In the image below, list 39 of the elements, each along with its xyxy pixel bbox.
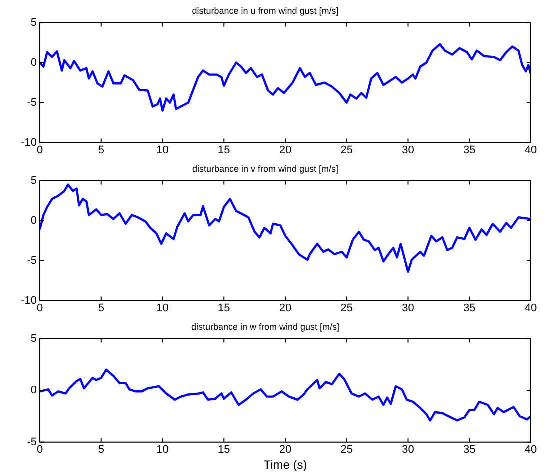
x-tick-label: 35 xyxy=(464,144,476,156)
x-tick-label: 35 xyxy=(464,302,476,314)
x-tick-label: 35 xyxy=(464,444,476,456)
x-tick-label: 5 xyxy=(98,302,104,314)
chart-title: disturbance in w from wind gust [m/s] xyxy=(191,322,340,332)
x-tick-label: 10 xyxy=(156,144,169,156)
y-tick-label: 5 xyxy=(30,332,37,345)
y-tick-label: -5 xyxy=(27,96,37,109)
x-tick-label: 30 xyxy=(402,444,414,456)
y-tick-label: -10 xyxy=(21,294,37,307)
y-tick-label: -5 xyxy=(27,436,37,448)
chart-title: disturbance in u from wind gust [m/s] xyxy=(192,6,339,16)
x-tick-label: 5 xyxy=(98,144,104,156)
x-tick-label: 40 xyxy=(524,444,538,456)
y-tick-label: 0 xyxy=(30,214,37,227)
x-tick-label: 40 xyxy=(524,302,538,314)
x-tick-label: 25 xyxy=(340,444,353,456)
x-tick-label: 10 xyxy=(156,444,169,456)
x-tick-label: 15 xyxy=(218,144,230,156)
y-tick-label: 5 xyxy=(30,16,37,29)
x-tick-label: 25 xyxy=(340,302,353,314)
y-tick-label: -5 xyxy=(27,254,37,267)
x-tick-label: 30 xyxy=(402,144,414,156)
x-tick-label: 15 xyxy=(218,302,230,314)
chart-title: disturbance in v from wind gust [m/s] xyxy=(192,164,339,174)
x-tick-label: 20 xyxy=(279,444,292,456)
x-tick-label: 25 xyxy=(340,144,353,156)
x-axis-title: Time (s) xyxy=(264,458,308,472)
y-tick-label: 0 xyxy=(30,384,37,397)
y-tick-label: 5 xyxy=(30,174,37,187)
y-tick-label: 0 xyxy=(30,56,37,69)
x-tick-label: 10 xyxy=(156,302,169,314)
x-tick-label: 15 xyxy=(218,444,230,456)
x-tick-label: 5 xyxy=(98,444,104,456)
x-tick-label: 40 xyxy=(524,144,538,156)
x-tick-label: 20 xyxy=(279,302,292,314)
x-tick-label: 30 xyxy=(402,302,414,314)
y-tick-label: -10 xyxy=(21,136,37,149)
x-tick-label: 20 xyxy=(279,144,292,156)
